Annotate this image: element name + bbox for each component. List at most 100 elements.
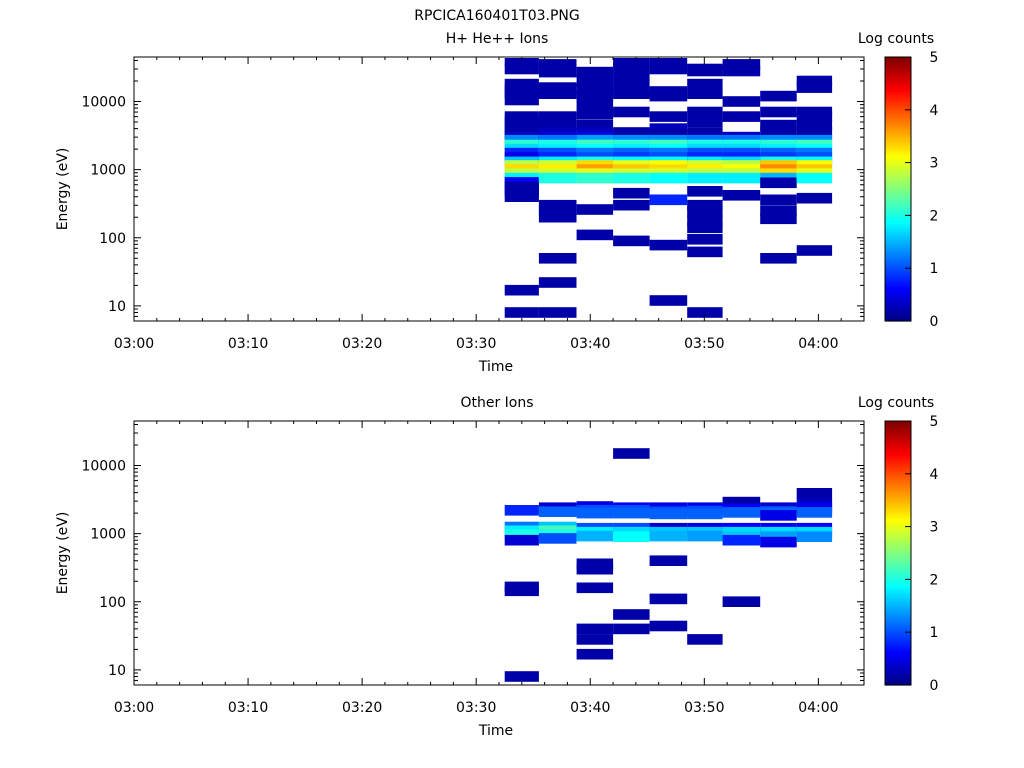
p2-cell-40 — [649, 530, 688, 542]
p1-colorbar-step-52 — [885, 181, 911, 185]
p2-cell-57 — [722, 534, 761, 546]
p1-colorbar-step-27 — [885, 247, 911, 251]
p1-cell-96 — [649, 111, 688, 122]
p2-colorbar-step-80 — [885, 471, 911, 475]
panel-2-ticks: 03:00 03:10 03:20 03:30 03:40 03:50 04:00 10 100… — [81, 421, 864, 716]
p1-colorbar-step-16 — [885, 276, 911, 280]
p2-cell-6 — [504, 585, 539, 597]
p2-colorbar-step-47 — [885, 558, 911, 562]
p1-colorbar-step-53 — [885, 178, 911, 182]
panel-1-colorbar: 0 1 2 3 4 5 — [884, 50, 939, 330]
p2-cell-69 — [796, 507, 833, 518]
p1-cell-110 — [649, 239, 688, 251]
p1-cbar-label-5: 5 — [930, 50, 939, 66]
p2-ytick-label-1: 100 — [99, 595, 126, 611]
p1-cell-187 — [796, 172, 833, 184]
p2-colorbar-step-88 — [885, 450, 911, 454]
p1-colorbar-step-22 — [885, 260, 911, 264]
p2-colorbar-step-74 — [885, 487, 911, 491]
p1-colorbar-step-77 — [885, 115, 911, 119]
p1-colorbar-step-61 — [885, 157, 911, 161]
p1-cell-47 — [538, 211, 577, 223]
p1-colorbar-step-97 — [885, 62, 911, 66]
p2-xtick-label-2: 03:20 — [342, 700, 382, 716]
p2-colorbar-step-79 — [885, 473, 911, 478]
p1-cell-176 — [796, 119, 833, 131]
p1-cell-44 — [538, 172, 577, 184]
p2-colorbar-step-57 — [885, 531, 911, 536]
p2-colorbar-step-4 — [885, 671, 911, 676]
p2-colorbar-step-9 — [885, 658, 911, 662]
p2-colorbar-step-6 — [885, 666, 911, 670]
p1-colorbar-step-2 — [885, 313, 911, 317]
p1-colorbar-step-47 — [885, 194, 911, 198]
p1-colorbar-step-32 — [885, 233, 911, 238]
p2-colorbar-step-20 — [885, 629, 911, 633]
p2-colorbar-step-84 — [885, 460, 911, 464]
p1-colorbar-step-65 — [885, 146, 911, 150]
p2-colorbar-step-90 — [885, 444, 911, 448]
p1-cell-46 — [538, 205, 577, 216]
p1-cell-135 — [687, 246, 723, 258]
p1-colorbar-step-45 — [885, 199, 911, 203]
p2-cell-65 — [760, 536, 797, 548]
p1-ytick-label-1: 100 — [99, 231, 126, 247]
p1-colorbar-step-28 — [885, 244, 911, 248]
p2-cell-19 — [576, 530, 614, 542]
p1-colorbar-step-50 — [885, 186, 911, 190]
p2-colorbar-step-95 — [885, 431, 911, 435]
p2-colorbar-step-85 — [885, 457, 911, 462]
p1-colorbar-step-25 — [885, 252, 911, 256]
p2-ytick-label-3: 10000 — [81, 459, 126, 475]
p1-colorbar-step-76 — [885, 117, 911, 121]
p1-colorbar-step-58 — [885, 165, 911, 169]
p1-colorbar-step-83 — [885, 99, 911, 103]
panel-2-ylabel: Energy (eV) — [55, 512, 71, 595]
p2-colorbar-step-68 — [885, 502, 911, 507]
p2-colorbar-step-96 — [885, 428, 911, 433]
p1-cell-90 — [613, 199, 650, 211]
p2-colorbar-step-97 — [885, 426, 911, 430]
p1-cell-73 — [613, 63, 650, 75]
p2-colorbar-step-49 — [885, 553, 911, 557]
p2-cell-13 — [538, 533, 577, 544]
p1-colorbar-step-60 — [885, 159, 911, 164]
p1-colorbar-step-70 — [885, 133, 911, 137]
p1-xtick-label-2: 03:20 — [342, 336, 382, 352]
p1-cell-76 — [613, 88, 650, 99]
panel-2-colorbar-label: Log counts — [858, 395, 934, 411]
p2-cell-34 — [613, 623, 650, 635]
p1-cell-48 — [538, 253, 577, 264]
panel-2-plot-area — [133, 420, 865, 686]
p1-cell-51 — [576, 66, 614, 78]
p2-colorbar-step-13 — [885, 648, 911, 652]
p1-cell-75 — [613, 82, 650, 93]
p2-cell-4 — [504, 534, 539, 546]
p1-cell-115 — [687, 88, 723, 99]
p2-colorbar-step-70 — [885, 497, 911, 501]
p2-cell-61 — [760, 510, 797, 521]
panel-1-heatmap-cells — [504, 58, 833, 318]
p1-cell-173 — [796, 82, 833, 93]
p2-colorbar-step-59 — [885, 526, 911, 530]
p2-colorbar-step-11 — [885, 653, 911, 657]
p1-cell-155 — [760, 119, 797, 131]
p1-cell-72 — [613, 58, 650, 68]
panel-2-colorbar: 0 1 2 3 4 5 — [884, 414, 939, 694]
p1-colorbar-step-74 — [885, 123, 911, 127]
p1-cell-77 — [613, 106, 650, 118]
p2-colorbar-step-42 — [885, 571, 911, 575]
panel-1-colorbar-label: Log counts — [858, 31, 934, 47]
p2-colorbar-step-10 — [885, 655, 911, 660]
p1-colorbar-step-51 — [885, 183, 911, 187]
p2-xtick-label-1: 03:10 — [228, 700, 268, 716]
p2-colorbar-step-87 — [885, 452, 911, 456]
p1-xtick-label-1: 03:10 — [228, 336, 268, 352]
p1-cell-28 — [538, 66, 577, 78]
p2-colorbar-step-30 — [885, 603, 911, 607]
p1-colorbar-step-68 — [885, 138, 911, 143]
p1-cell-172 — [796, 75, 833, 87]
p2-colorbar-step-41 — [885, 574, 911, 578]
p2-colorbar-step-24 — [885, 619, 911, 623]
